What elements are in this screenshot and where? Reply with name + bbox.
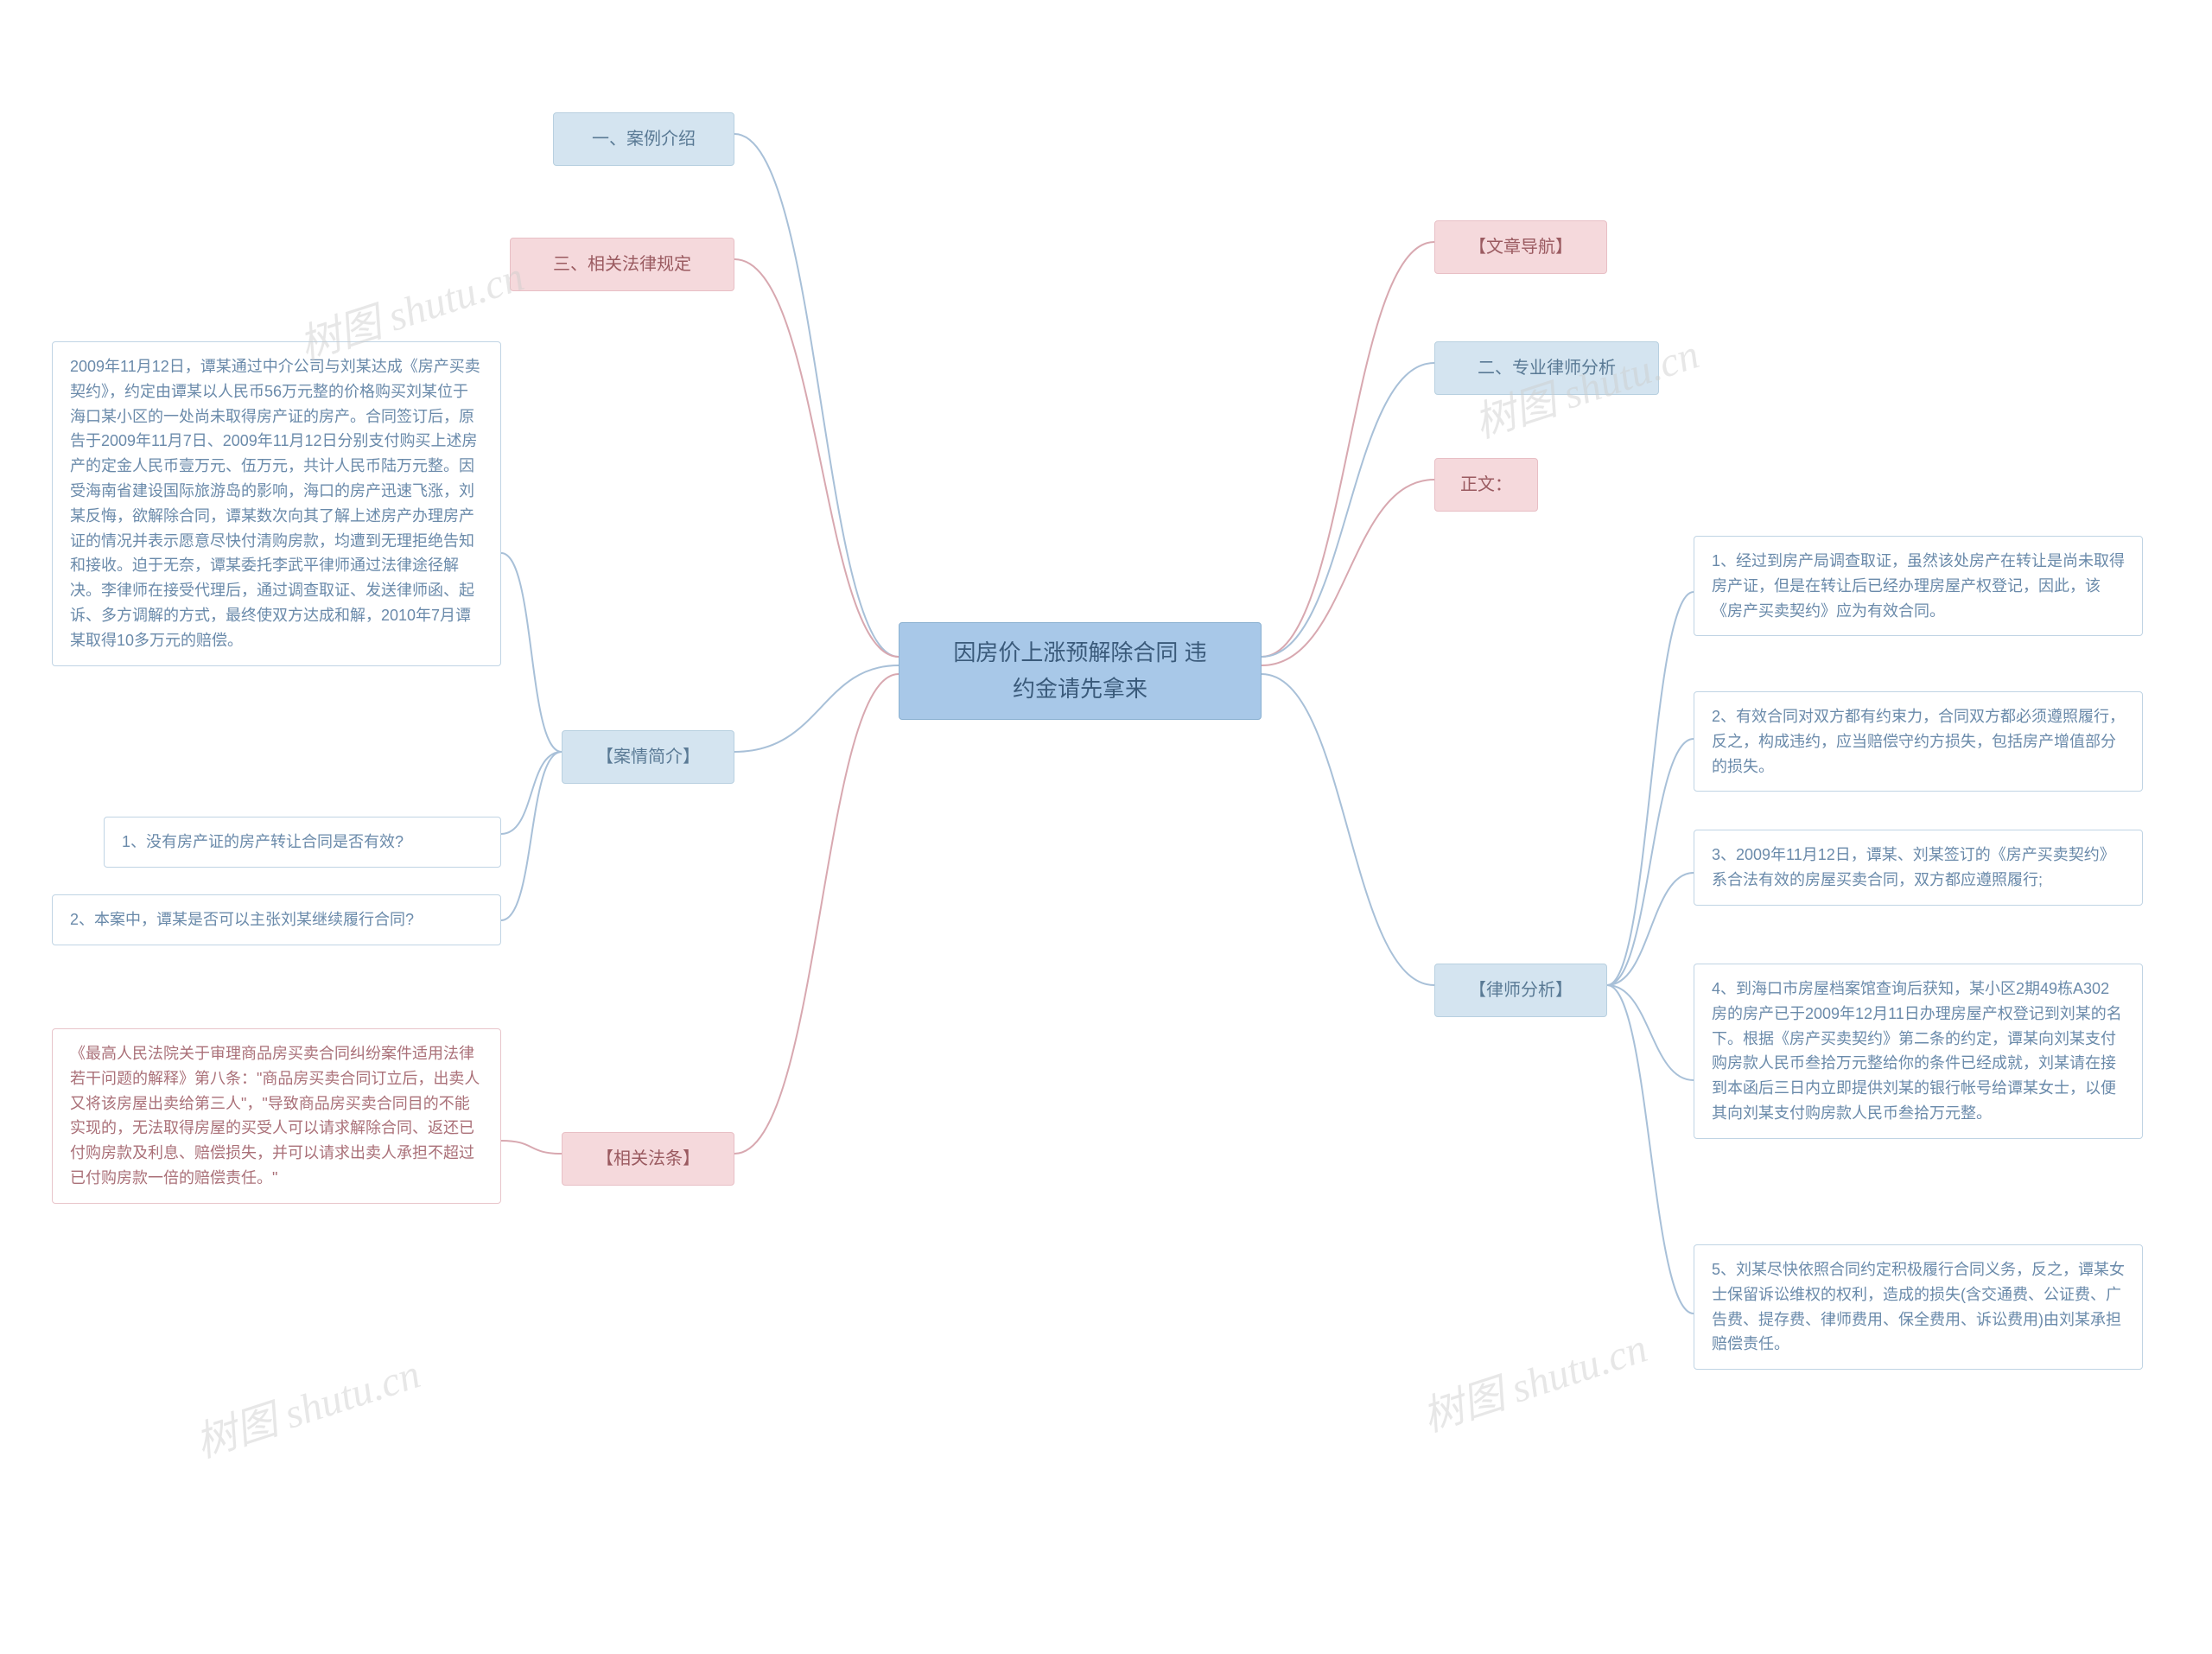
right-leaf-5[interactable]: 5、刘某尽快依照合同约定积极履行合同义务，反之，谭某女士保留诉讼维权的权利，造成… xyxy=(1694,1244,2143,1370)
watermark-2: 树图 shutu.cn xyxy=(187,1339,427,1469)
right-leaf-1[interactable]: 1、经过到房产局调查取证，虽然该处房产在转让是尚未取得房产证，但是在转让后已经办… xyxy=(1694,536,2143,636)
left-node-2[interactable]: 三、相关法律规定 xyxy=(510,238,734,291)
left-leaf-1[interactable]: 2009年11月12日，谭某通过中介公司与刘某达成《房产买卖契约》，约定由谭某以… xyxy=(52,341,501,666)
right-node-3[interactable]: 正文： xyxy=(1434,458,1538,512)
right-leaf-3[interactable]: 3、2009年11月12日，谭某、刘某签订的《房产买卖契约》系合法有效的房屋买卖… xyxy=(1694,830,2143,906)
left-node-1[interactable]: 一、案例介绍 xyxy=(553,112,734,166)
left-leaf-3[interactable]: 2、本案中，谭某是否可以主张刘某继续履行合同? xyxy=(52,894,501,945)
left-leaf-2[interactable]: 1、没有房产证的房产转让合同是否有效? xyxy=(104,817,501,868)
left-node-4[interactable]: 【相关法条】 xyxy=(562,1132,734,1186)
root-line1: 因房价上涨预解除合同 违 xyxy=(917,635,1243,671)
root-node[interactable]: 因房价上涨预解除合同 违 约金请先拿来 xyxy=(899,622,1262,720)
left-node-3[interactable]: 【案情简介】 xyxy=(562,730,734,784)
right-node-4[interactable]: 【律师分析】 xyxy=(1434,964,1607,1017)
left-leaf-4[interactable]: 《最高人民法院关于审理商品房买卖合同纠纷案件适用法律若干问题的解释》第八条："商… xyxy=(52,1028,501,1204)
right-node-1[interactable]: 【文章导航】 xyxy=(1434,220,1607,274)
root-line2: 约金请先拿来 xyxy=(917,671,1243,708)
right-leaf-2[interactable]: 2、有效合同对双方都有约束力，合同双方都必须遵照履行，反之，构成违约，应当赔偿守… xyxy=(1694,691,2143,792)
right-node-2[interactable]: 二、专业律师分析 xyxy=(1434,341,1659,395)
right-leaf-4[interactable]: 4、到海口市房屋档案馆查询后获知，某小区2期49栋A302房的房产已于2009年… xyxy=(1694,964,2143,1139)
watermark-4: 树图 shutu.cn xyxy=(1414,1314,1654,1443)
